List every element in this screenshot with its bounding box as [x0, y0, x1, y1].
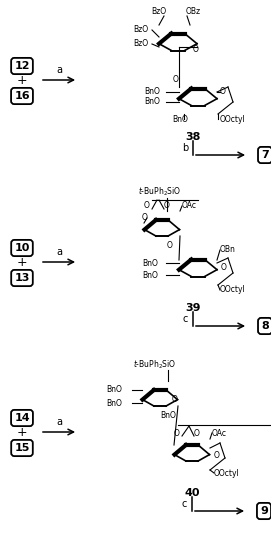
Text: +: +	[17, 257, 27, 269]
Text: 10: 10	[14, 243, 30, 253]
Text: +: +	[17, 74, 27, 88]
Text: b: b	[182, 143, 188, 153]
Text: $t$-BuPh$_2$SiO: $t$-BuPh$_2$SiO	[133, 359, 177, 371]
Text: OOctyl: OOctyl	[220, 285, 246, 295]
Text: 13: 13	[14, 273, 30, 283]
Text: O: O	[173, 75, 179, 85]
Text: BnO: BnO	[172, 115, 188, 124]
Text: O: O	[194, 428, 200, 438]
Text: 38: 38	[185, 132, 201, 142]
Text: a: a	[56, 247, 62, 257]
Text: OAc: OAc	[212, 428, 227, 438]
Text: O: O	[141, 213, 147, 223]
Text: a: a	[56, 417, 62, 427]
Text: 12: 12	[14, 61, 30, 71]
Text: 16: 16	[14, 91, 30, 101]
Text: O: O	[144, 202, 150, 211]
Text: c: c	[182, 499, 187, 509]
Text: OBn: OBn	[220, 245, 236, 254]
Text: O: O	[174, 428, 180, 438]
Text: 40: 40	[184, 488, 200, 498]
Text: 8: 8	[261, 321, 269, 331]
Text: BnO: BnO	[142, 259, 158, 268]
Text: O: O	[221, 264, 227, 273]
Text: O: O	[214, 450, 220, 459]
Text: OOctyl: OOctyl	[220, 115, 246, 124]
Text: OBz: OBz	[186, 8, 201, 17]
Text: OAc: OAc	[182, 202, 197, 211]
Text: BnO: BnO	[144, 98, 160, 106]
Text: OOctyl: OOctyl	[214, 469, 240, 478]
Text: BzO: BzO	[151, 8, 166, 17]
Text: +: +	[17, 427, 27, 439]
Text: 7: 7	[261, 150, 269, 160]
Text: c: c	[183, 314, 188, 324]
Text: BzO: BzO	[133, 25, 148, 34]
Text: 39: 39	[185, 303, 201, 313]
Text: BnO: BnO	[142, 270, 158, 280]
Text: O: O	[193, 45, 199, 54]
Text: 14: 14	[14, 413, 30, 423]
Text: O: O	[172, 396, 178, 404]
Text: BnO: BnO	[106, 398, 122, 408]
Text: a: a	[56, 65, 62, 75]
Text: BnO: BnO	[144, 88, 160, 96]
Text: O: O	[167, 242, 173, 250]
Text: BnO: BnO	[106, 386, 122, 394]
Text: O: O	[164, 202, 170, 211]
Text: O: O	[220, 88, 226, 96]
Text: $t$-BuPh$_2$SiO: $t$-BuPh$_2$SiO	[138, 186, 182, 198]
Text: 9: 9	[260, 506, 268, 516]
Text: BzO: BzO	[133, 39, 148, 49]
Text: BnO: BnO	[160, 412, 176, 420]
Text: 15: 15	[14, 443, 30, 453]
